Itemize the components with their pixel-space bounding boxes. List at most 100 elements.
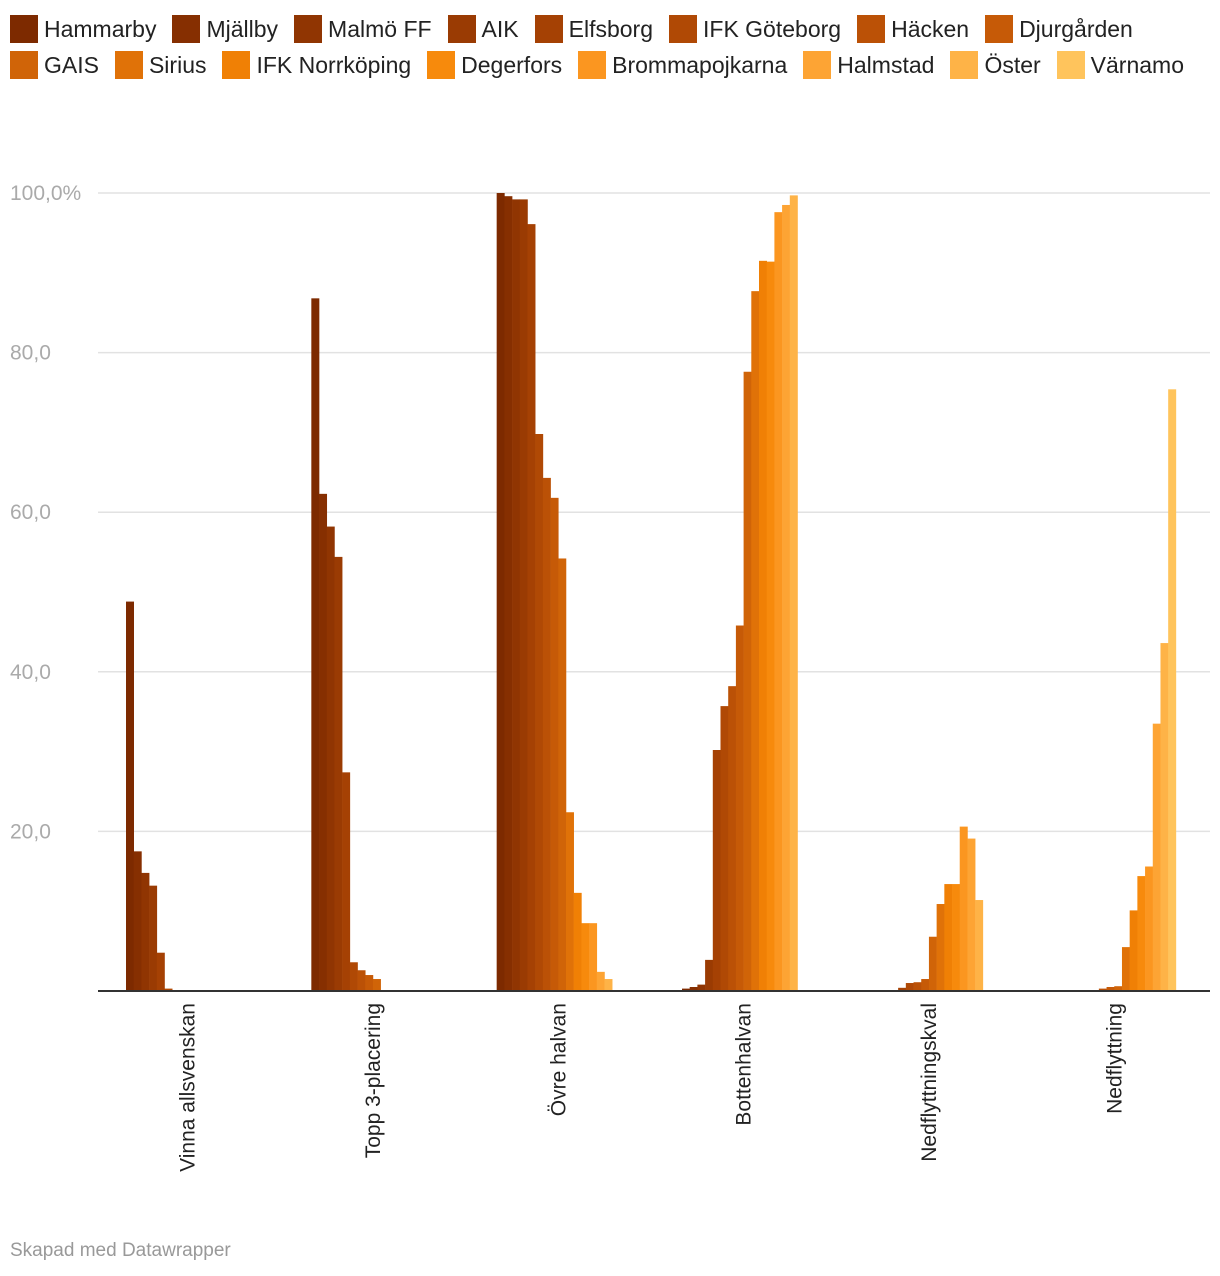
bar xyxy=(959,826,968,991)
bar xyxy=(1160,643,1169,991)
bar xyxy=(311,298,320,992)
bars xyxy=(126,193,1177,992)
legend-swatch xyxy=(669,15,697,43)
legend-label: Sirius xyxy=(148,51,207,78)
bar xyxy=(326,526,335,991)
bar xyxy=(581,923,590,991)
gridlines xyxy=(98,192,1210,833)
legend-label: IFK Göteborg xyxy=(703,15,842,42)
bar xyxy=(1152,723,1161,991)
bar xyxy=(1114,986,1123,991)
legend-item: Brommapojkarna xyxy=(578,48,787,82)
legend-swatch xyxy=(222,51,251,79)
bar xyxy=(697,984,706,991)
x-axis-ticks: Vinna allsvenskan Topp 3-placering Övre ha… xyxy=(177,1003,1127,1172)
bar xyxy=(921,979,930,991)
credit-text: Skapad med Datawrapper xyxy=(10,1240,231,1261)
bar xyxy=(512,199,521,991)
bar xyxy=(975,900,984,991)
bar xyxy=(133,851,142,991)
bar xyxy=(149,885,158,991)
legend-swatch xyxy=(950,51,979,79)
legend-swatch xyxy=(10,15,38,43)
legend-label: IFK Norrköping xyxy=(256,51,412,78)
bar xyxy=(712,750,721,991)
bar xyxy=(735,625,744,991)
legend-label: AIK xyxy=(481,15,519,42)
legend-swatch xyxy=(10,51,38,79)
bar xyxy=(928,936,937,991)
x-tick-label: Nedflyttningskval xyxy=(918,1003,941,1162)
legend-item: Elfsborg xyxy=(534,12,653,46)
bar xyxy=(1098,988,1107,991)
bar xyxy=(682,988,690,991)
bar xyxy=(604,979,613,991)
bar xyxy=(944,884,953,991)
bar xyxy=(535,434,544,991)
legend-swatch xyxy=(985,15,1014,43)
bar xyxy=(542,477,551,991)
legend-swatch xyxy=(803,51,832,79)
bar xyxy=(766,261,775,991)
legend-item: Sirius xyxy=(114,48,207,82)
legend-item: IFK Norrköping xyxy=(222,48,411,82)
bar xyxy=(519,199,528,991)
legend-label: Degerfors xyxy=(461,51,563,78)
x-tick-label: Bottenhalvan xyxy=(733,1003,756,1126)
legend-item: GAIS xyxy=(10,48,99,82)
legend-swatch xyxy=(447,15,476,43)
y-tick-label: 40,0 xyxy=(10,661,51,684)
bar xyxy=(596,971,605,991)
bar xyxy=(759,260,767,992)
bar xyxy=(126,601,134,991)
y-axis-ticks: 20,0 40,0 60,0 80,0 100,0% xyxy=(10,182,81,843)
y-tick-label: 80,0 xyxy=(10,342,51,365)
legend-item: Djurgården xyxy=(985,12,1133,46)
bar xyxy=(357,970,366,991)
bar xyxy=(782,204,791,992)
legend-item: Degerfors xyxy=(427,48,562,82)
legend-label: Malmö FF xyxy=(328,15,432,42)
legend-item: Malmö FF xyxy=(294,12,432,46)
y-tick-label: 60,0 xyxy=(10,501,51,524)
legend-swatch xyxy=(427,51,456,79)
legend-item: Värnamo xyxy=(1056,48,1184,82)
bar xyxy=(898,987,907,991)
bar xyxy=(705,959,714,991)
bar xyxy=(334,556,343,991)
legend-item: Halmstad xyxy=(803,48,934,82)
bar xyxy=(1129,910,1138,991)
bar xyxy=(789,195,798,991)
bar xyxy=(342,772,351,991)
bar xyxy=(573,892,582,991)
bar xyxy=(589,923,598,991)
bar xyxy=(164,988,173,991)
legend-label: Mjällby xyxy=(206,15,279,42)
bar xyxy=(349,962,358,991)
bar xyxy=(504,196,513,991)
legend-item: IFK Göteborg xyxy=(669,12,841,46)
legend-item: Hammarby xyxy=(10,12,156,46)
y-tick-label: 20,0 xyxy=(10,820,51,843)
legend-label: Elfsborg xyxy=(568,15,653,42)
legend-label: Djurgården xyxy=(1019,15,1133,42)
bar xyxy=(1137,876,1146,991)
bar xyxy=(496,193,505,991)
legend-swatch xyxy=(114,51,143,79)
bar xyxy=(967,838,976,991)
bar xyxy=(156,952,165,991)
legend-swatch xyxy=(857,15,886,43)
bar xyxy=(372,979,381,991)
legend-label: Brommapojkarna xyxy=(612,51,788,78)
x-tick-label: Topp 3-placering xyxy=(362,1003,385,1158)
x-tick-label: Nedflyttning xyxy=(1103,1003,1126,1114)
y-tick-label: 100,0% xyxy=(10,182,81,205)
bar xyxy=(527,224,536,991)
bar xyxy=(689,987,698,991)
bar xyxy=(319,493,328,991)
legend-label: Halmstad xyxy=(837,51,935,78)
legend-item: AIK xyxy=(447,12,519,46)
x-tick-label: Vinna allsvenskan xyxy=(177,1003,200,1172)
legend-item: Häcken xyxy=(857,12,969,46)
